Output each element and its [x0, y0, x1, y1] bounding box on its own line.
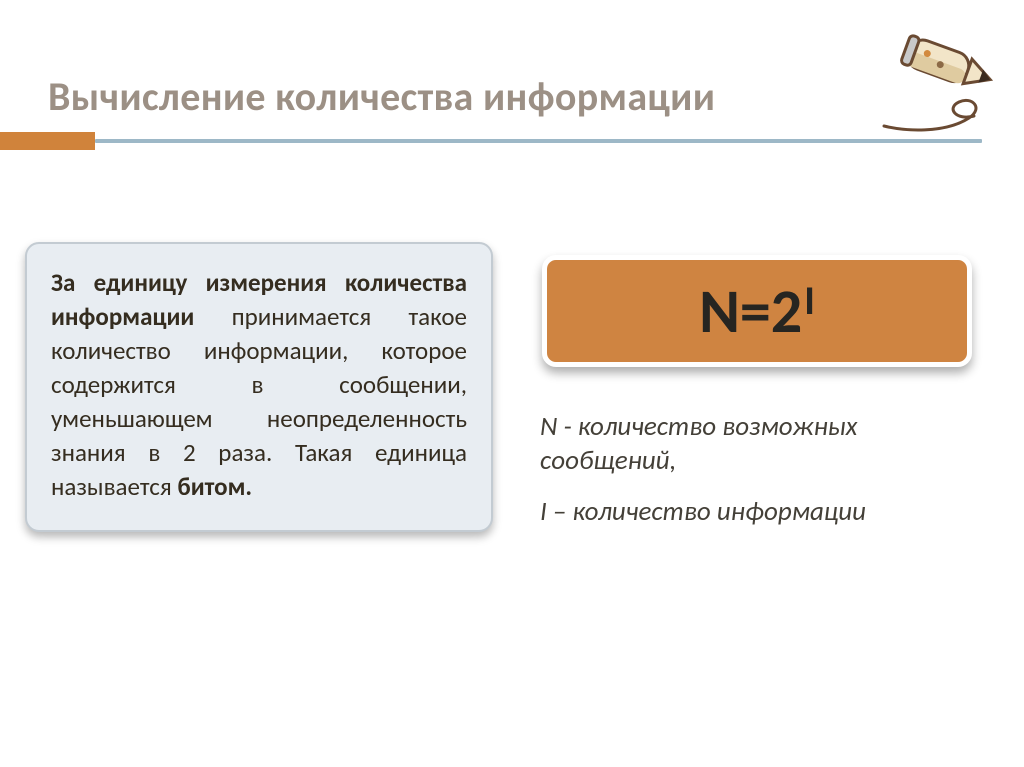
swirl	[884, 100, 976, 130]
slide-title: Вычисление количества информации	[48, 72, 715, 121]
legend-n: N - количество возможных сообщений,	[540, 410, 984, 478]
divider	[0, 132, 1024, 150]
formula-text: N=2I	[699, 280, 815, 342]
formula-base: N=2	[699, 280, 802, 342]
definition-tail: битом.	[177, 471, 252, 502]
definition-box: За единицу измерения количества информац…	[25, 242, 493, 532]
legend-i: I – количество информации	[540, 495, 984, 529]
pencil-icon	[874, 26, 1004, 136]
slide-root: Вычисление количества информации	[0, 0, 1024, 767]
divider-accent	[0, 132, 95, 150]
formula-exponent: I	[804, 281, 815, 321]
formula-box: N=2I	[542, 255, 972, 367]
divider-line	[95, 139, 982, 143]
